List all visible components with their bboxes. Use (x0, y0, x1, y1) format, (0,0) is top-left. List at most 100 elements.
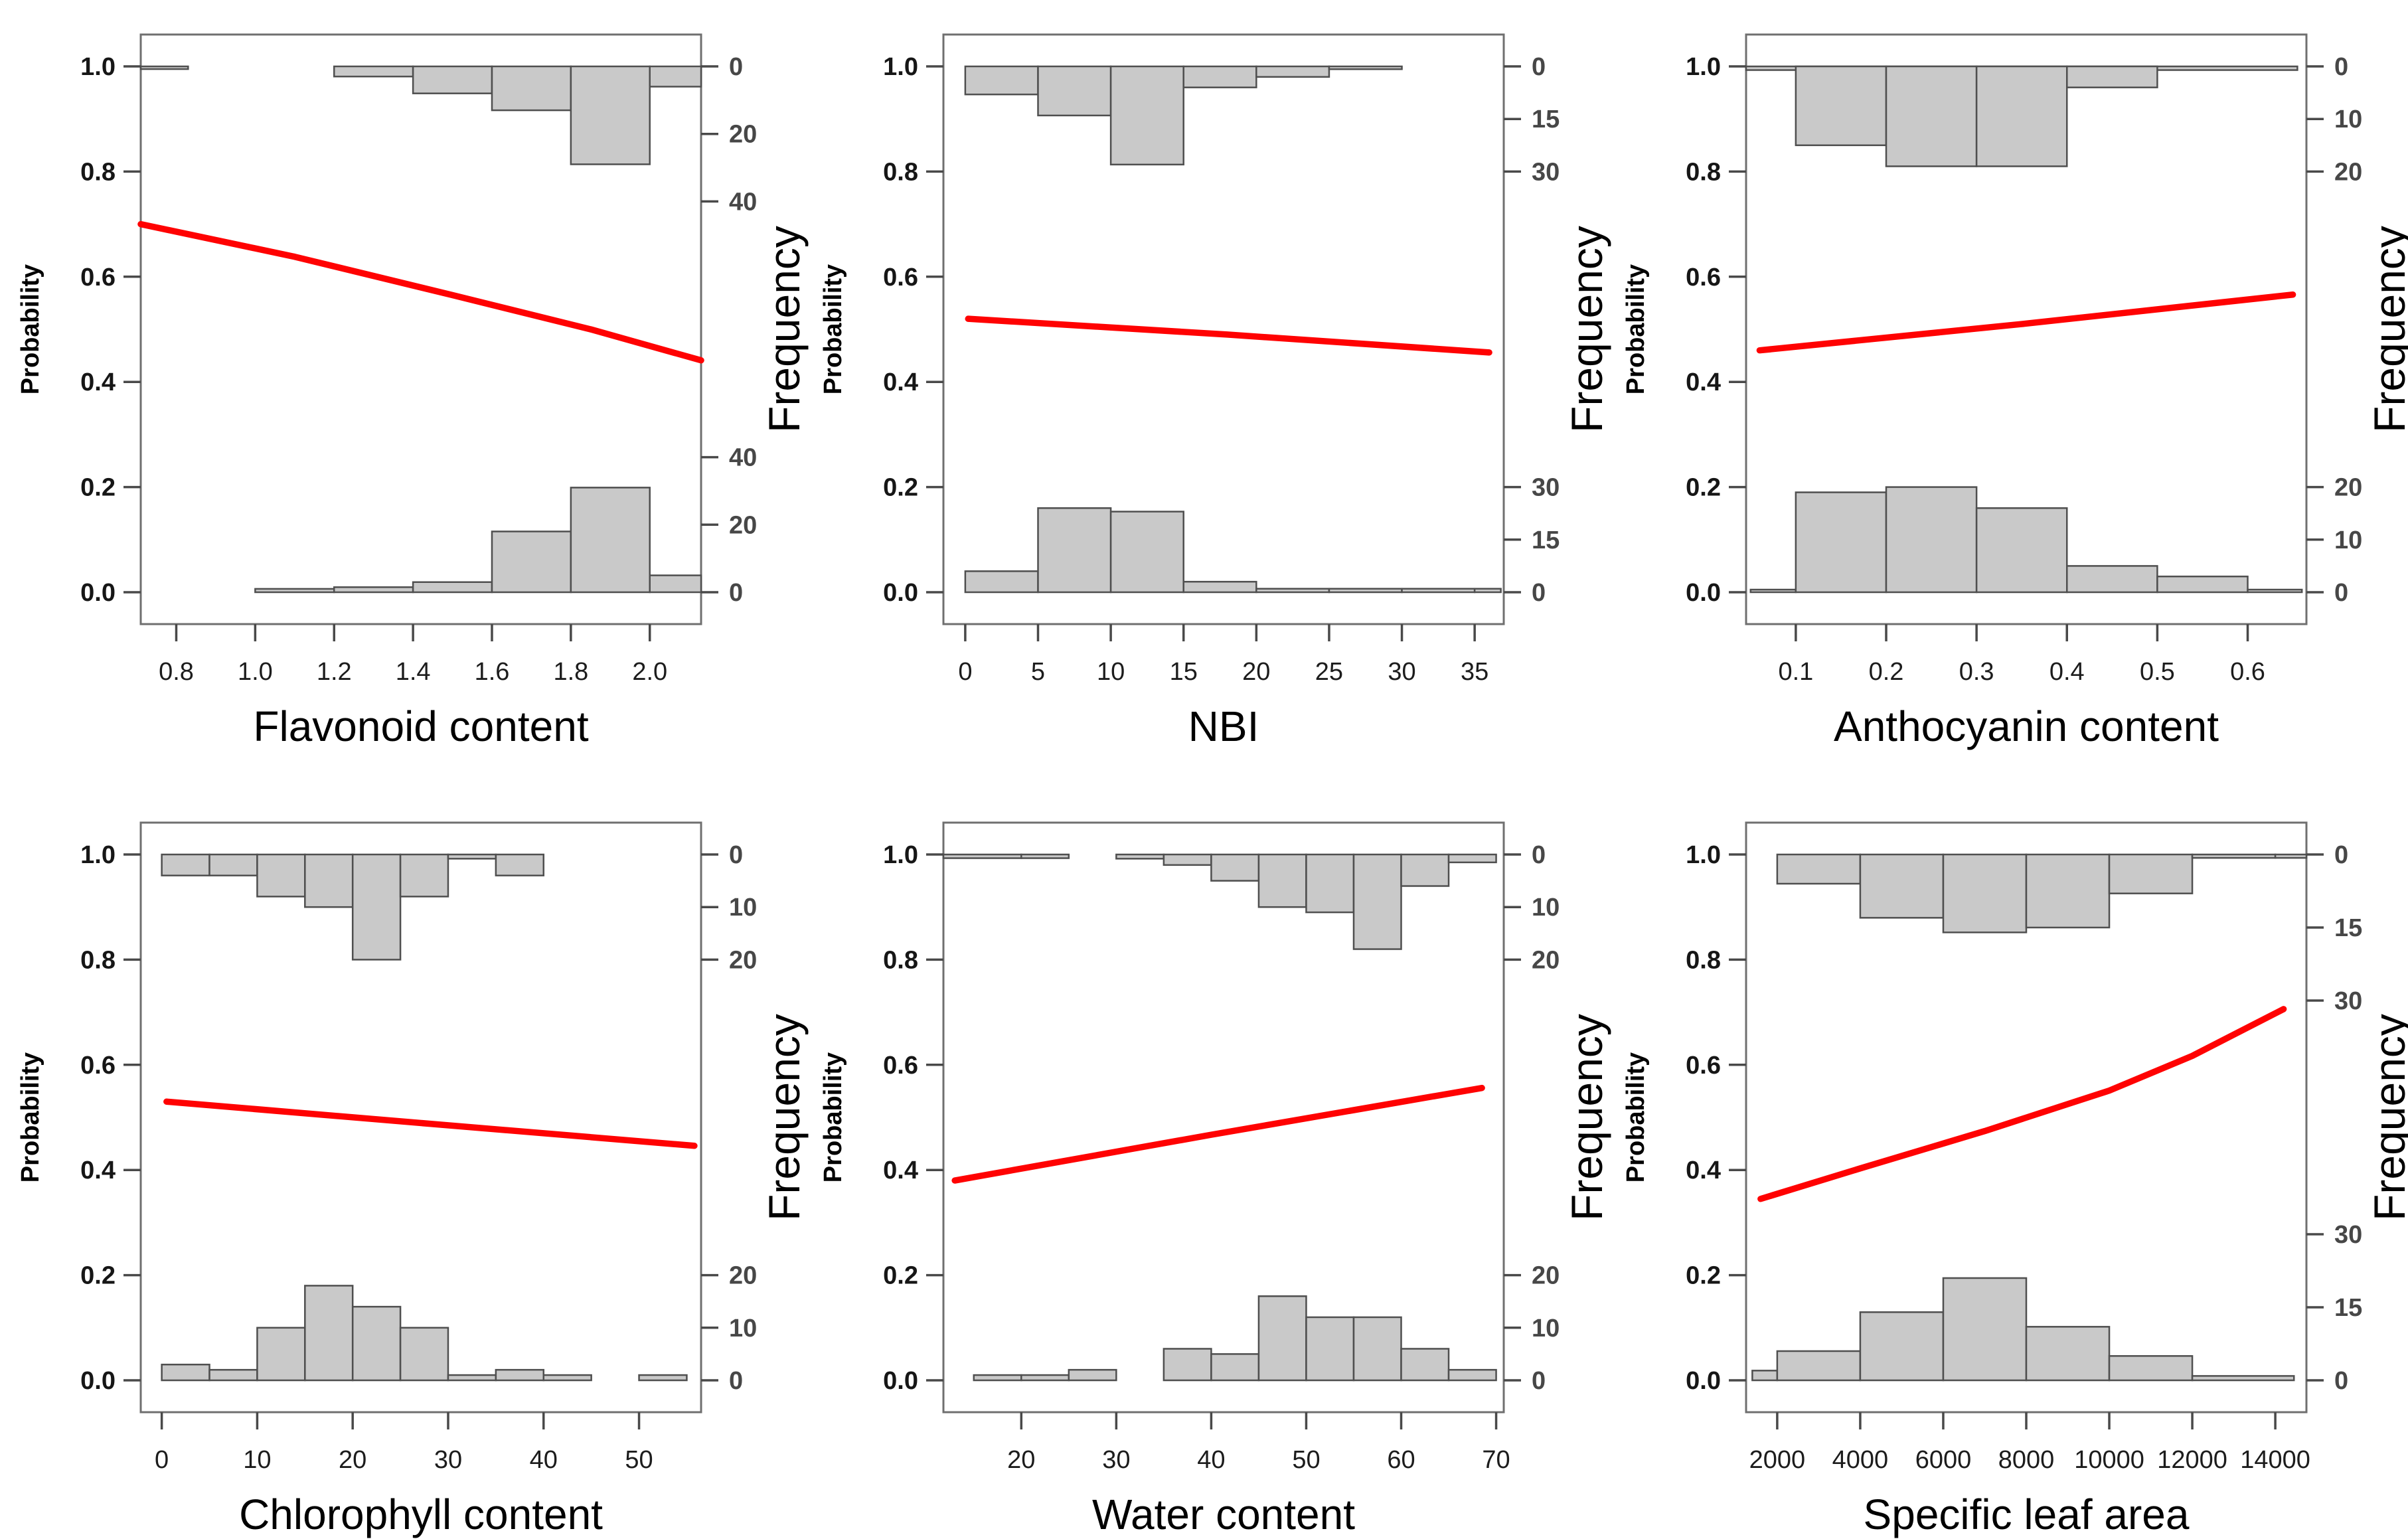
freq-tick-label: 30 (1532, 158, 1560, 186)
x-axis-title: Chlorophyll content (239, 1491, 603, 1538)
panel-water-content: 0.0 0.2 0.4 0.6 0.8 1.0 20 30 40 50 60 70 0 10 20 20 10 0… (819, 821, 1611, 1538)
bottom-histogram-bar (254, 588, 335, 594)
top-histogram-bar (1037, 65, 1112, 117)
freq-tick-label: 0 (729, 1367, 743, 1395)
freq-tick-label: 20 (729, 121, 757, 149)
freq-tick-label: 10 (2334, 106, 2362, 133)
y-tick-label: 1.0 (1686, 841, 1721, 869)
bottom-histogram-bar (649, 574, 702, 594)
x-tick-label: 1.0 (238, 658, 273, 686)
x-tick-label: 60 (1387, 1446, 1415, 1474)
panel-specific-leaf-area: 0.0 0.2 0.4 0.6 0.8 1.0 2000 4000 6000 8000 10000 1… (1622, 821, 2408, 1538)
bottom-histogram-bar (973, 1374, 1022, 1382)
top-histogram-bar (649, 65, 702, 88)
freq-tick-label: 20 (729, 946, 757, 974)
x-tick-label: 1.6 (475, 658, 510, 686)
top-histogram-bar (1400, 853, 1450, 887)
bottom-histogram-bar (1210, 1353, 1260, 1382)
x-tick-label: 70 (1482, 1446, 1510, 1474)
bottom-histogram-bar (2156, 575, 2249, 594)
top-histogram-bar (1942, 853, 2028, 933)
top-histogram-bar (399, 853, 449, 898)
y-axis-label-probability: Probability (1622, 264, 1650, 394)
y-tick-label: 0.0 (883, 579, 918, 607)
bottom-histogram-bar (1749, 588, 1797, 594)
y-tick-label: 1.0 (883, 53, 918, 81)
y-tick-label: 0.2 (1686, 474, 1721, 502)
x-tick-label: 4000 (1832, 1446, 1889, 1474)
x-tick-label: 0.4 (2049, 658, 2085, 686)
freq-tick-label: 15 (1532, 526, 1560, 554)
top-histogram-bar (2066, 65, 2158, 88)
x-tick-label: 2.0 (632, 658, 667, 686)
probability-curve (1756, 291, 2296, 354)
top-histogram-bar (208, 853, 258, 876)
x-tick-label: 35 (1461, 658, 1488, 686)
freq-tick-label: 0 (729, 841, 743, 869)
x-axis-title: Anthocyanin content (1834, 702, 2219, 750)
freq-tick-label: 30 (2334, 987, 2362, 1015)
top-histogram-bar (1210, 853, 1260, 882)
y-tick-label: 0.4 (80, 368, 116, 396)
y-tick-label: 1.0 (883, 841, 918, 869)
bottom-histogram-bar (351, 1305, 402, 1382)
bottom-histogram-bar (1257, 1295, 1307, 1382)
y-axis-label-frequency: Frequency (760, 1014, 809, 1221)
x-tick-label: 50 (1292, 1446, 1320, 1474)
top-histogram-bar (1182, 65, 1257, 88)
x-axis-title: NBI (1188, 702, 1259, 750)
freq-tick-label: 40 (729, 444, 757, 472)
x-tick-label: 2000 (1749, 1446, 1806, 1474)
freq-tick-label: 0 (1532, 1367, 1546, 1395)
plot-box (139, 821, 702, 1414)
y-tick-label: 0.0 (80, 579, 116, 607)
bottom-histogram-bar (1473, 588, 1502, 594)
top-histogram-bar (2191, 853, 2277, 859)
x-tick-label: 6000 (1915, 1446, 1972, 1474)
y-axis-label-frequency: Frequency (760, 226, 809, 433)
freq-tick-label: 40 (729, 188, 757, 216)
freq-tick-label: 0 (2334, 53, 2348, 81)
x-tick-label: 0.8 (159, 658, 194, 686)
x-tick-label: 1.8 (553, 658, 588, 686)
top-histogram-bar (942, 853, 1022, 859)
plot-box (942, 33, 1505, 625)
probability-curve (951, 1084, 1485, 1184)
top-histogram-bar (447, 853, 497, 860)
bottom-histogram-bar (1068, 1368, 1117, 1382)
x-tick-label: 0.6 (2230, 658, 2265, 686)
y-tick-label: 0.8 (1686, 946, 1721, 974)
freq-tick-label: 10 (1532, 894, 1560, 922)
y-tick-label: 0.6 (883, 264, 918, 291)
x-tick-label: 1.4 (396, 658, 431, 686)
freq-tick-label: 10 (1532, 1315, 1560, 1342)
y-tick-label: 0.2 (883, 1262, 918, 1290)
x-tick-label: 0 (155, 1446, 169, 1474)
freq-tick-label: 0 (2334, 1367, 2348, 1395)
top-histogram-bar (570, 65, 651, 165)
x-tick-label: 12000 (2157, 1446, 2227, 1474)
top-histogram-bar (2274, 853, 2308, 859)
x-tick-label: 25 (1315, 658, 1343, 686)
x-tick-label: 5 (1031, 658, 1045, 686)
freq-tick-label: 0 (729, 53, 743, 81)
x-tick-label: 8000 (1998, 1446, 2055, 1474)
bottom-histogram-bar (1751, 1370, 1779, 1382)
y-tick-label: 0.2 (80, 1262, 116, 1290)
freq-tick-label: 30 (1532, 474, 1560, 502)
y-axis-label-frequency: Frequency (1562, 1014, 1611, 1221)
bottom-histogram-bar (491, 530, 572, 594)
y-tick-label: 0.0 (80, 1367, 116, 1395)
y-tick-label: 0.8 (883, 946, 918, 974)
x-tick-label: 10 (1097, 658, 1125, 686)
bottom-histogram-bar (1975, 507, 2068, 594)
bottom-histogram-bar (964, 570, 1039, 594)
y-tick-label: 0.2 (883, 474, 918, 502)
y-tick-label: 0.0 (1686, 1367, 1721, 1395)
x-tick-label: 20 (1007, 1446, 1035, 1474)
bottom-histogram-bar (542, 1374, 592, 1382)
bottom-histogram-bar (161, 1363, 210, 1382)
freq-tick-label: 20 (2334, 158, 2362, 186)
freq-tick-label: 0 (2334, 579, 2348, 607)
